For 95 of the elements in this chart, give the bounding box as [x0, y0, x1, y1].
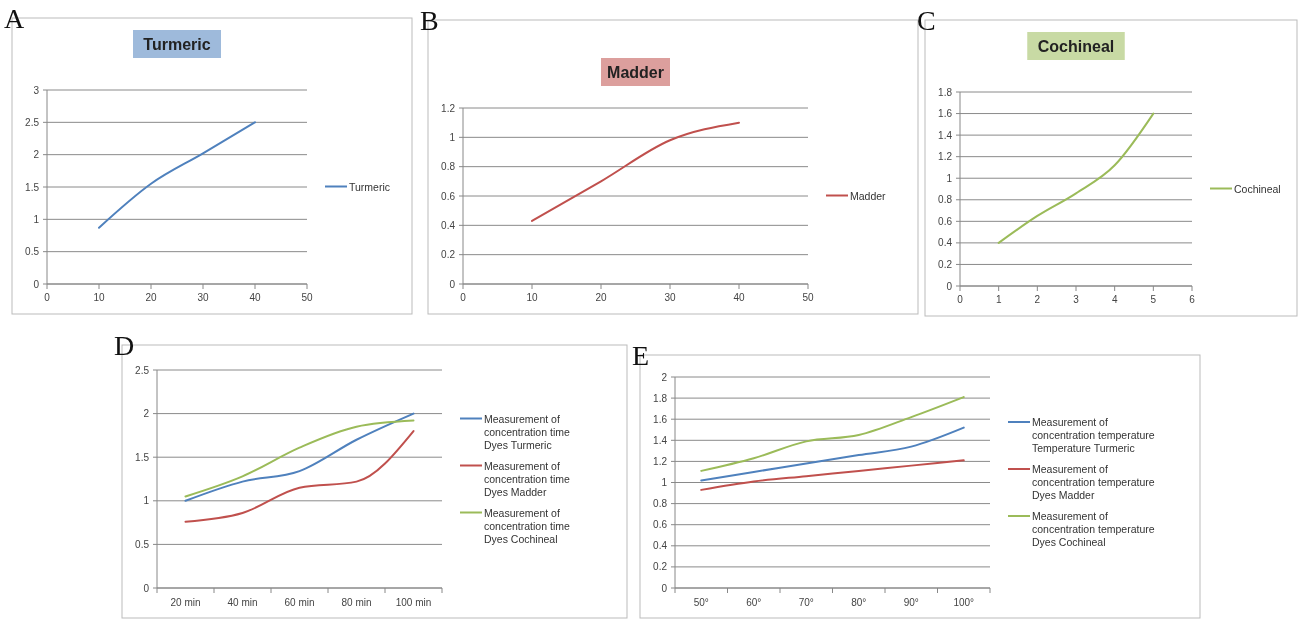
- x-tick-label: 0: [957, 294, 964, 305]
- y-tick-label: 0.8: [938, 194, 953, 206]
- line-series: [98, 121, 256, 229]
- y-tick-label: 1: [143, 495, 150, 507]
- x-tick-label: 40: [733, 292, 745, 303]
- x-tick-label: 0: [44, 292, 51, 303]
- x-tick-label: 1: [995, 294, 1002, 305]
- x-tick-label: 80 min: [341, 597, 372, 608]
- chart-title: Cochineal: [1037, 38, 1115, 55]
- line-series: [700, 426, 965, 482]
- legend-label: Madder: [850, 189, 887, 202]
- legend-label: Turmeric: [349, 180, 391, 193]
- y-tick-label: 0.5: [135, 538, 150, 550]
- y-tick-label: 2.5: [135, 364, 150, 376]
- x-tick-label: 10: [93, 292, 105, 303]
- line-series: [531, 121, 740, 222]
- x-tick-label: 70°: [798, 597, 814, 608]
- y-tick-label: 1.2: [653, 455, 668, 467]
- text: B: [420, 5, 439, 36]
- y-tick-label: 0.4: [653, 540, 668, 552]
- y-tick-label: 1.8: [653, 392, 668, 404]
- chart-title: Madder: [607, 64, 664, 81]
- y-tick-label: 2.5: [25, 116, 40, 128]
- legend-label: Measurement of concentration time Dyes Turmeric: [484, 412, 570, 451]
- y-tick-label: 1.6: [653, 413, 668, 425]
- y-tick-label: 2: [661, 371, 668, 383]
- legend-label: Measurement of concentration temperature Dyes Madder: [1032, 463, 1155, 501]
- x-tick-label: 60 min: [284, 597, 315, 608]
- x-tick-label: 20 min: [170, 597, 201, 608]
- x-tick-label: 40: [249, 292, 261, 303]
- x-tick-label: 3: [1073, 294, 1080, 305]
- y-tick-label: 0.5: [25, 246, 40, 258]
- text: A: [4, 3, 25, 34]
- y-tick-label: 1: [449, 131, 456, 143]
- text: D: [114, 330, 135, 361]
- y-tick-label: 1.5: [25, 181, 40, 193]
- y-tick-label: 3: [33, 84, 40, 96]
- x-tick-label: 6: [1189, 294, 1196, 305]
- line-series: [700, 396, 965, 472]
- x-tick-label: 20: [595, 292, 607, 303]
- y-tick-label: 1.6: [938, 108, 953, 120]
- y-tick-label: 1: [661, 477, 668, 488]
- legend-label: Measurement of concentration temperature Dyes Cochineal: [1032, 510, 1155, 548]
- y-tick-label: 1.2: [938, 151, 953, 163]
- y-tick-label: 2: [33, 149, 40, 161]
- x-tick-label: 80°: [851, 597, 867, 608]
- line-series: [997, 112, 1155, 244]
- line-series: [184, 430, 415, 523]
- x-tick-label: 40 min: [227, 597, 258, 608]
- y-tick-label: 0.2: [653, 561, 668, 573]
- x-tick-label: 30: [664, 292, 676, 303]
- y-tick-label: 1: [33, 213, 40, 225]
- x-tick-label: 4: [1111, 294, 1118, 305]
- x-tick-label: 50°: [693, 597, 709, 608]
- line-series: [700, 459, 965, 491]
- chart-title: Turmeric: [143, 36, 211, 53]
- y-tick-label: 0: [661, 582, 668, 594]
- x-tick-label: 50: [301, 292, 313, 303]
- y-tick-label: 1.8: [938, 86, 953, 98]
- y-tick-label: 2: [143, 408, 150, 420]
- legend-label: Measurement of concentration temperature Temperature Turmeric: [1032, 416, 1155, 454]
- x-tick-label: 5: [1150, 294, 1157, 305]
- x-tick-label: 20: [145, 292, 157, 303]
- y-tick-label: 0: [449, 278, 456, 290]
- y-tick-label: 0.4: [938, 237, 953, 249]
- x-tick-label: 30: [197, 292, 209, 303]
- y-tick-label: 0.6: [653, 519, 668, 531]
- x-tick-label: 0: [460, 292, 467, 303]
- y-tick-label: 1: [946, 172, 953, 184]
- y-tick-label: 0: [946, 280, 953, 292]
- y-tick-label: 0: [33, 278, 40, 290]
- y-tick-label: 1.4: [653, 434, 668, 446]
- x-tick-label: 100°: [953, 597, 975, 608]
- y-tick-label: 0.6: [938, 215, 953, 227]
- x-tick-label: 90°: [903, 597, 919, 608]
- legend-label: Measurement of concentration time Dyes Cochineal: [484, 506, 570, 545]
- text: E: [632, 340, 650, 371]
- x-tick-label: 100 min: [395, 597, 432, 608]
- y-tick-label: 0.8: [441, 161, 456, 173]
- y-tick-label: 0.2: [441, 249, 456, 261]
- legend-label: Measurement of concentration time Dyes Madder: [484, 459, 570, 498]
- y-tick-label: 1.4: [938, 129, 953, 141]
- y-tick-label: 0: [143, 582, 150, 594]
- legend-label: Cochineal: [1234, 182, 1281, 195]
- y-tick-label: 1.5: [135, 451, 150, 463]
- x-tick-label: 10: [526, 292, 538, 303]
- y-tick-label: 0.8: [653, 498, 668, 510]
- x-tick-label: 50: [802, 292, 814, 303]
- y-tick-label: 0.4: [441, 219, 456, 231]
- text: C: [917, 5, 936, 36]
- y-tick-label: 0.2: [938, 258, 953, 270]
- y-tick-label: 0.6: [441, 190, 456, 202]
- y-tick-label: 1.2: [441, 102, 456, 114]
- x-tick-label: 2: [1034, 294, 1041, 305]
- x-tick-label: 60°: [746, 597, 762, 608]
